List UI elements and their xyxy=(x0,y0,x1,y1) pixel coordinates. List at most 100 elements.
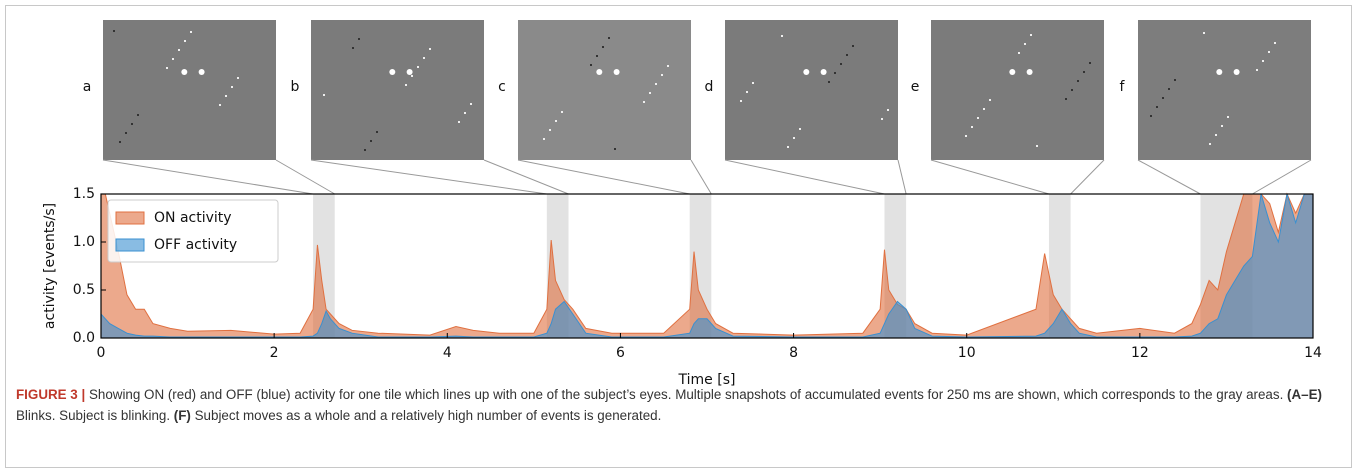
event-dot xyxy=(1156,106,1158,108)
event-dot xyxy=(231,86,233,88)
event-dot xyxy=(470,103,472,105)
event-dot xyxy=(1024,43,1026,45)
event-dot xyxy=(834,72,836,74)
legend-box xyxy=(107,199,279,263)
event-dot xyxy=(793,137,795,139)
event-dot xyxy=(1036,145,1038,147)
y-axis-label: activity [events/s] xyxy=(42,203,58,329)
event-dot xyxy=(464,112,466,114)
y-tick-label: 0.5 xyxy=(73,282,95,298)
connector xyxy=(897,159,907,195)
connector xyxy=(1252,159,1312,195)
panel-label: f xyxy=(1120,79,1126,95)
legend-swatch xyxy=(115,238,145,252)
caption-text: Blinks. Subject is blinking. xyxy=(16,408,174,423)
event-dot xyxy=(411,75,413,77)
legend-label: ON activity xyxy=(154,210,232,226)
y-tick-label: 1.5 xyxy=(73,186,95,202)
connector xyxy=(275,159,335,195)
x-tick-label: 6 xyxy=(616,345,625,361)
event-dot xyxy=(983,108,985,110)
event-dot xyxy=(1162,97,1164,99)
event-dot xyxy=(543,138,545,140)
x-tick-label: 4 xyxy=(443,345,452,361)
x-tick-label: 10 xyxy=(958,345,976,361)
area xyxy=(100,192,1314,339)
legend-label: OFF activity xyxy=(154,237,237,253)
event-dot xyxy=(590,64,592,66)
event-dot xyxy=(781,35,783,37)
event-dot xyxy=(1221,125,1223,127)
area xyxy=(100,193,1314,339)
event-dot xyxy=(881,118,883,120)
event-dot xyxy=(655,83,657,85)
event-dot xyxy=(852,45,854,47)
figure-border xyxy=(5,5,1352,468)
eye-event xyxy=(1009,69,1016,75)
event-dot xyxy=(887,109,889,111)
event-dot xyxy=(417,66,419,68)
event-dot xyxy=(219,104,221,106)
event-dot xyxy=(643,101,645,103)
panel-label: b xyxy=(291,79,300,95)
plot-frame xyxy=(100,193,1314,339)
event-dot xyxy=(113,30,115,32)
event-dot xyxy=(405,84,407,86)
event-dot xyxy=(429,48,431,50)
legend-swatch xyxy=(115,211,145,225)
event-dot xyxy=(740,100,742,102)
event-dot xyxy=(1030,34,1032,36)
event-dot xyxy=(667,65,669,67)
event-dot xyxy=(184,40,186,42)
event-dot xyxy=(190,31,192,33)
event-dot xyxy=(602,46,604,48)
event-dot xyxy=(828,81,830,83)
x-tick-label: 8 xyxy=(789,345,798,361)
y-tick-label: 0.0 xyxy=(73,330,95,346)
event-dot xyxy=(1089,62,1091,64)
event-dot xyxy=(358,38,360,40)
event-dot xyxy=(1174,79,1176,81)
caption-bold: (A–E) xyxy=(1287,387,1322,402)
panel-label: c xyxy=(498,79,506,95)
plot: 0 2 4 6 8 10 12 14 0.0 0.5 1.0 1.5 Time [s] activity … xyxy=(42,186,1322,388)
eye-event xyxy=(613,69,620,75)
event-dot xyxy=(596,55,598,57)
x-tick-label: 2 xyxy=(270,345,279,361)
caption: FIGURE 3 | Showing ON (red) and OFF (blu… xyxy=(16,384,1344,426)
event-dot xyxy=(1018,52,1020,54)
eye-event xyxy=(181,69,188,75)
event-dot xyxy=(787,146,789,148)
event-dot xyxy=(1215,134,1217,136)
snapshots: a b c d e f xyxy=(83,20,1312,195)
event-dot xyxy=(965,135,967,137)
event-dot xyxy=(971,126,973,128)
event-dot xyxy=(1168,88,1170,90)
event-dot xyxy=(1209,143,1211,145)
eye-event xyxy=(389,69,396,75)
event-dot xyxy=(608,37,610,39)
event-dot xyxy=(1262,60,1264,62)
event-dot xyxy=(561,111,563,113)
caption-bold: (F) xyxy=(173,408,191,423)
event-dot xyxy=(1083,71,1085,73)
connector xyxy=(102,159,314,195)
connector xyxy=(483,159,569,195)
event-dot xyxy=(846,54,848,56)
event-dot xyxy=(458,121,460,123)
event-dot xyxy=(1274,42,1276,44)
caption-bold: FIGURE 3 | xyxy=(16,387,86,402)
event-dot xyxy=(323,94,325,96)
x-tick-label: 0 xyxy=(97,345,106,361)
event-dot xyxy=(977,117,979,119)
event-dot xyxy=(555,120,557,122)
event-dot xyxy=(1256,69,1258,71)
event-dot xyxy=(178,49,180,51)
event-dot xyxy=(1071,89,1073,91)
event-dot xyxy=(237,77,239,79)
panel-label: e xyxy=(911,79,920,95)
caption-text: Showing ON (red) and OFF (blue) activity… xyxy=(85,387,1288,402)
event-dot xyxy=(1268,51,1270,53)
event-dot xyxy=(840,63,842,65)
